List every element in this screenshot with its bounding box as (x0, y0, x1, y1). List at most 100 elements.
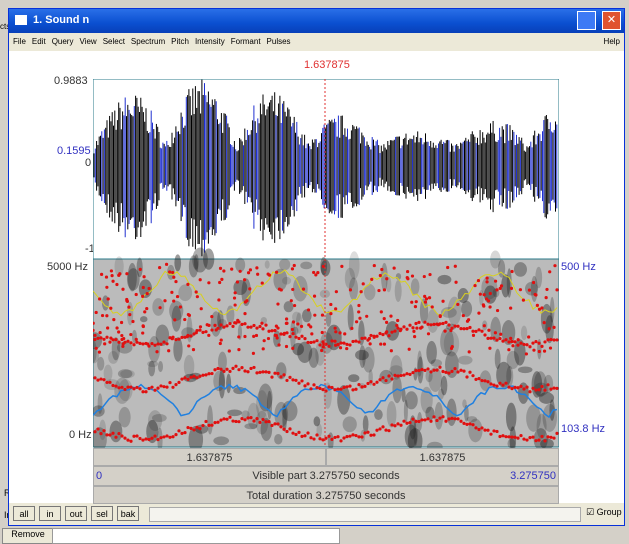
menu-item[interactable]: Pitch (171, 37, 189, 46)
formant-dot (98, 297, 101, 300)
formant-dot (431, 305, 434, 308)
zoom-button[interactable]: all (13, 506, 35, 521)
formant-dot (513, 340, 516, 343)
formant-dot (142, 325, 145, 328)
formant-dot (528, 289, 531, 292)
menu-help[interactable]: Help (604, 37, 620, 46)
formant-dot (135, 341, 138, 344)
formant-dot (147, 387, 150, 390)
formant-dot (480, 426, 483, 429)
formant-dot (96, 379, 99, 382)
menu-item[interactable]: Query (52, 37, 74, 46)
formant-dot (243, 418, 246, 421)
zoom-button[interactable]: bak (117, 506, 139, 521)
formant-dot (360, 435, 363, 438)
formant-dot (473, 284, 476, 287)
formant-dot (316, 271, 319, 274)
formant-dot (122, 337, 125, 340)
time-bar-left[interactable]: 1.637875 (93, 448, 326, 466)
formant-dot (108, 381, 111, 384)
formant-dot (340, 265, 343, 268)
close-button[interactable]: ✕ (602, 11, 621, 30)
zoom-button[interactable]: sel (91, 506, 113, 521)
formant-dot (123, 388, 126, 391)
menu-item[interactable]: Pulses (267, 37, 291, 46)
formant-dot (375, 335, 378, 338)
menu-item[interactable]: View (79, 37, 96, 46)
spectral-blob (462, 399, 466, 408)
formant-dot (486, 429, 489, 432)
formant-dot (345, 385, 348, 388)
formant-dot (516, 437, 519, 440)
formant-dot (390, 423, 393, 426)
formant-dot (230, 268, 233, 271)
spectral-blob (518, 366, 533, 373)
formant-dot (309, 387, 312, 390)
minimize-button[interactable] (577, 11, 596, 30)
menu-items: File Edit Query View Select Spectrum Pitch Inte… (13, 37, 297, 46)
formant-dot (509, 337, 512, 340)
formant-dot (96, 337, 99, 340)
formant-dot (549, 338, 552, 341)
zoom-button[interactable]: out (65, 506, 87, 521)
formant-dot (313, 314, 316, 317)
spectral-blob (495, 349, 501, 369)
menu-item[interactable]: Formant (231, 37, 261, 46)
spectral-blob (265, 260, 270, 268)
formant-dot (204, 330, 207, 333)
formant-dot (288, 376, 291, 379)
formant-dot (228, 322, 231, 325)
formant-dot (329, 312, 332, 315)
formant-dot (555, 387, 558, 390)
formant-dot (555, 288, 558, 291)
spectral-blob (345, 268, 355, 289)
scrollbar[interactable] (149, 507, 581, 522)
formant-dot (441, 370, 444, 373)
formant-dot (410, 301, 413, 304)
formant-dot (296, 322, 299, 325)
formant-dot (488, 347, 491, 350)
formant-dot (549, 436, 552, 439)
formant-dot (378, 378, 381, 381)
formant-dot (141, 438, 144, 441)
time-bar-right[interactable]: 1.637875 (326, 448, 559, 466)
formant-dot (534, 293, 537, 296)
formant-dot (345, 343, 348, 346)
formant-dot (456, 325, 459, 328)
formant-dot (120, 321, 123, 324)
formant-dot (102, 378, 105, 381)
formant-dot (532, 281, 535, 284)
formant-dot (522, 343, 525, 346)
formant-dot (174, 280, 177, 283)
formant-dot (135, 434, 138, 437)
menu-item[interactable]: Intensity (195, 37, 225, 46)
formant-dot (252, 352, 255, 355)
menu-item[interactable]: Select (103, 37, 125, 46)
formant-dot (408, 373, 411, 376)
formant-dot (291, 332, 294, 335)
formant-dot (207, 334, 210, 337)
formant-dot (156, 342, 159, 345)
formant-dot (519, 385, 522, 388)
formant-dot (393, 266, 396, 269)
group-checkbox[interactable]: ☑ Group (586, 507, 622, 518)
formant-dot (486, 380, 489, 383)
formant-dot (176, 295, 179, 298)
formant-dot (365, 315, 368, 318)
formant-dot (489, 337, 492, 340)
formant-dot (228, 349, 231, 352)
formant-dot (180, 432, 183, 435)
formant-dot (168, 381, 171, 384)
formant-dot (300, 325, 303, 328)
visible-bar[interactable]: 0 Visible part 3.275750 seconds 3.275750 (93, 466, 559, 486)
menu-item[interactable]: File (13, 37, 26, 46)
formant-dot (189, 334, 192, 337)
formant-dot (396, 319, 399, 322)
formant-dot (153, 344, 156, 347)
zoom-button[interactable]: in (39, 506, 61, 521)
menu-item[interactable]: Spectrum (131, 37, 165, 46)
formant-dot (333, 388, 336, 391)
formant-dot (231, 419, 234, 422)
total-bar[interactable]: Total duration 3.275750 seconds (93, 486, 559, 504)
menu-item[interactable]: Edit (32, 37, 46, 46)
